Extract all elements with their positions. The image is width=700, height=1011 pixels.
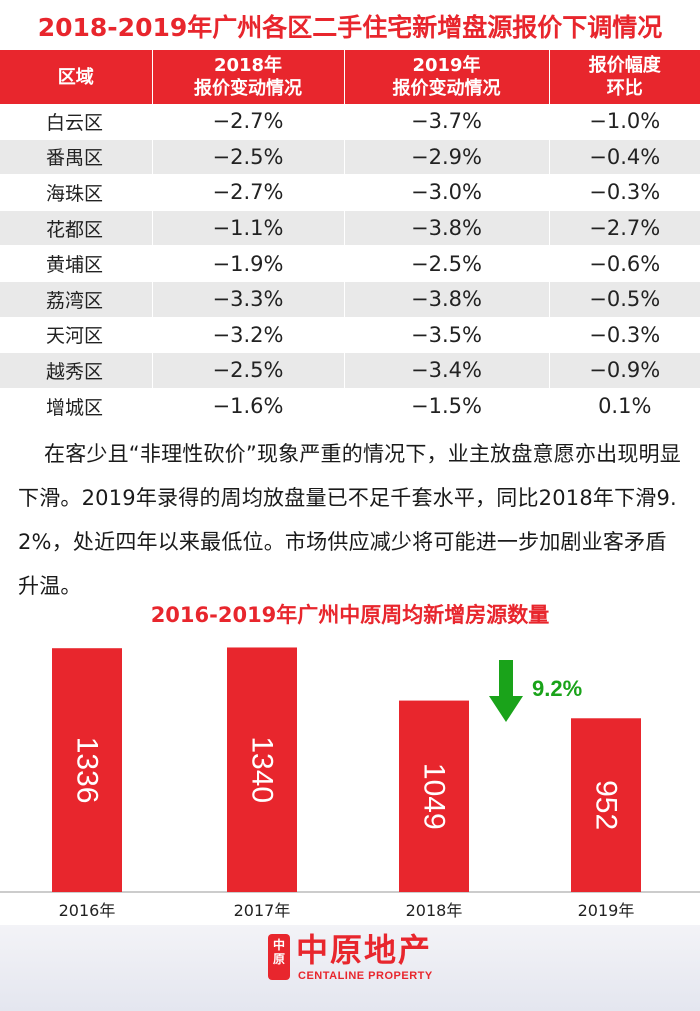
table-header-row: 区域 2018年 报价变动情况 2019年 报价变动情况 报价幅度 环比 [0, 50, 700, 104]
region-cell: 越秀区 [0, 352, 153, 389]
page-title: 2018-2019年广州各区二手住宅新增盘源报价下调情况 [37, 13, 663, 42]
change-2019-cell: −1.5% [344, 388, 550, 425]
bar-3 [571, 718, 641, 892]
region-cell: 花都区 [0, 210, 153, 247]
mom-cell: −2.7% [549, 210, 700, 247]
region-cell: 海珠区 [0, 174, 153, 211]
table-row: 番禺区 −2.5% −2.9% −0.4% [0, 139, 700, 176]
change-2018-cell: −2.5% [152, 352, 345, 389]
body-paragraph: 在客少且“非理性砍价”现象严重的情况下，业主放盘意愿亦出现明显下滑。2019年录… [18, 442, 681, 598]
table-row: 荔湾区 −3.3% −3.8% −0.5% [0, 281, 700, 318]
chart-title: 2016-2019年广州中原周均新增房源数量 [150, 603, 550, 627]
table-row: 花都区 −1.1% −3.8% −2.7% [0, 210, 700, 247]
change-2018-cell: −1.1% [152, 210, 345, 247]
bar-chart: 1336 2016年 1340 2017年 1049 2018年 952 2019年 9.2% [0, 647, 700, 920]
change-2019-cell: −3.0% [344, 174, 550, 211]
bar-1 [227, 647, 297, 892]
centaline-logo: 中原 中原地产 CENTALINE PROPERTY [268, 930, 448, 990]
category-tick-label: 2019年 [578, 901, 635, 920]
mom-cell: −1.0% [549, 104, 700, 140]
logo-subtitle: CENTALINE PROPERTY [298, 970, 433, 982]
change-2018-cell: −2.7% [152, 104, 345, 140]
table-row: 越秀区 −2.5% −3.4% −0.9% [0, 352, 700, 389]
bar-2 [399, 700, 469, 892]
footer-background [0, 925, 700, 1011]
region-cell: 荔湾区 [0, 281, 153, 318]
region-cell: 增城区 [0, 388, 153, 425]
mom-cell: 0.1% [549, 388, 700, 425]
table-row: 白云区 −2.7% −3.7% −1.0% [0, 104, 700, 140]
mom-cell: −0.9% [549, 352, 700, 389]
logo-mark-icon: 中原 [268, 934, 290, 980]
mom-cell: −0.4% [549, 139, 700, 176]
change-2018-cell: −3.2% [152, 317, 345, 354]
change-2018-cell: −3.3% [152, 281, 345, 318]
table-row: 黄埔区 −1.9% −2.5% −0.6% [0, 245, 700, 282]
category-tick-label: 2018年 [406, 901, 463, 920]
bar-value-label: 1336 [71, 737, 104, 804]
bar-value-label: 1049 [418, 763, 451, 830]
bar-value-label: 1340 [246, 736, 279, 803]
header-region: 区域 [0, 50, 153, 104]
change-2019-cell: −3.8% [344, 281, 550, 318]
change-2019-cell: −2.9% [344, 139, 550, 176]
down-arrow-icon [489, 660, 523, 722]
region-cell: 白云区 [0, 104, 153, 140]
change-2018-cell: −2.7% [152, 174, 345, 211]
header-2019: 2019年 报价变动情况 [344, 50, 550, 104]
change-2019-cell: −3.7% [344, 104, 550, 140]
decline-annotation: 9.2% [532, 676, 582, 701]
table-row: 海珠区 −2.7% −3.0% −0.3% [0, 174, 700, 211]
change-2018-cell: −2.5% [152, 139, 345, 176]
category-tick-label: 2017年 [234, 901, 291, 920]
bar-0 [52, 648, 122, 892]
region-table: 区域 2018年 报价变动情况 2019年 报价变动情况 报价幅度 环比 白云区 −2… [0, 50, 700, 425]
region-cell: 番禺区 [0, 139, 153, 176]
change-2019-cell: −2.5% [344, 245, 550, 282]
logo-name: 中原地产 [296, 931, 433, 969]
mom-cell: −0.6% [549, 245, 700, 282]
change-2018-cell: −1.6% [152, 388, 345, 425]
header-mom: 报价幅度 环比 [549, 50, 700, 104]
mom-cell: −0.5% [549, 281, 700, 318]
table-row: 增城区 −1.6% −1.5% 0.1% [0, 388, 700, 425]
change-2018-cell: −1.9% [152, 245, 345, 282]
bar-value-label: 952 [590, 780, 623, 830]
region-cell: 黄埔区 [0, 245, 153, 282]
mom-cell: −0.3% [549, 317, 700, 354]
header-2018: 2018年 报价变动情况 [152, 50, 345, 104]
region-cell: 天河区 [0, 317, 153, 354]
mom-cell: −0.3% [549, 174, 700, 211]
change-2019-cell: −3.8% [344, 210, 550, 247]
category-tick-label: 2016年 [59, 901, 116, 920]
change-2019-cell: −3.5% [344, 317, 550, 354]
table-row: 天河区 −3.2% −3.5% −0.3% [0, 317, 700, 354]
change-2019-cell: −3.4% [344, 352, 550, 389]
